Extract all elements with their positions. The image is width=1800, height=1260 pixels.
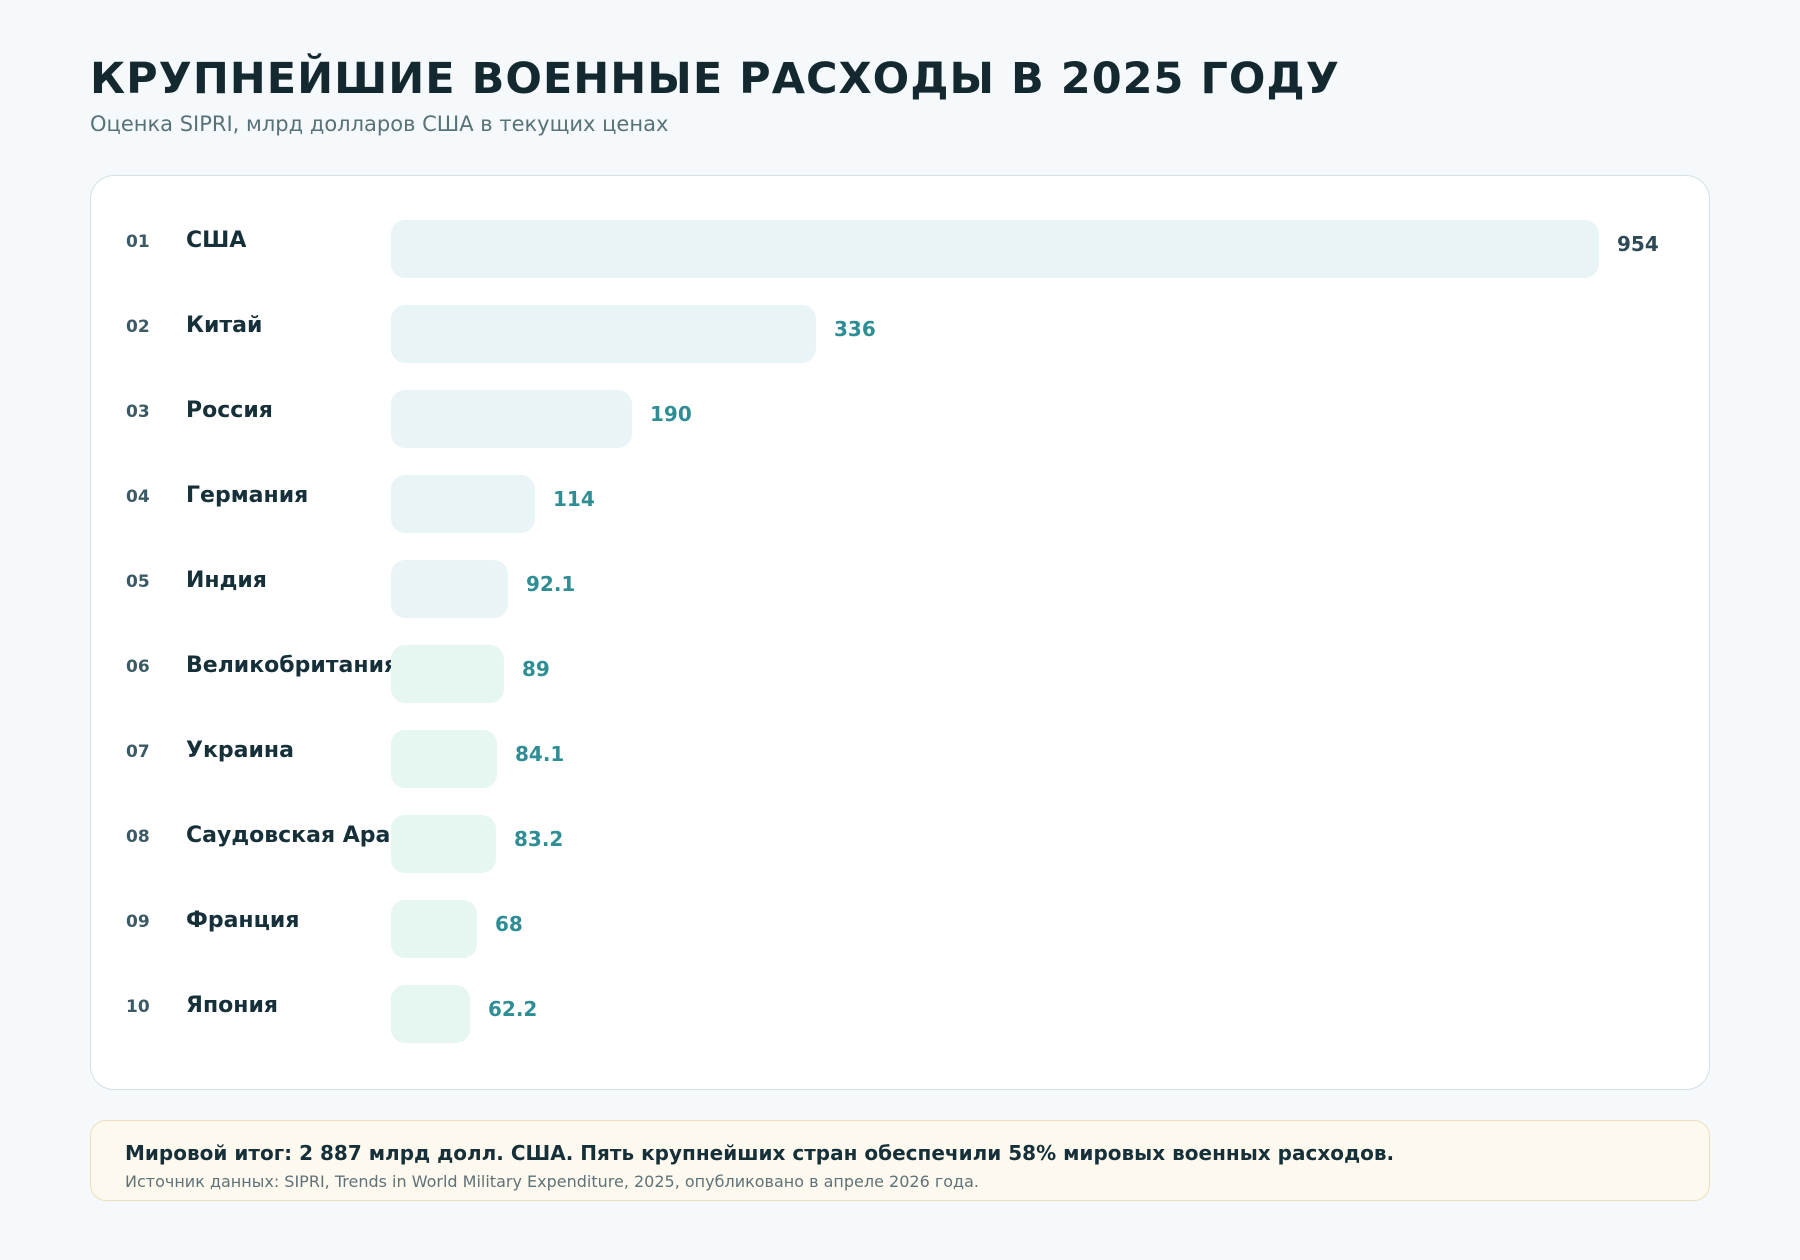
- rank-label: 08: [126, 827, 150, 847]
- value-label: 336: [834, 317, 876, 341]
- country-label: Великобритания: [186, 653, 391, 678]
- value-label: 62.2: [488, 997, 538, 1021]
- chart-title: КРУПНЕЙШИЕ ВОЕННЫЕ РАСХОДЫ В 2025 ГОДУ: [90, 54, 1340, 104]
- bar: [391, 305, 816, 363]
- chart-card: 01 США 954 02 Китай 336 03 Россия 190 04 Германия 1…: [90, 175, 1710, 1090]
- rank-label: 10: [126, 997, 150, 1017]
- summary-text: Мировой итог: 2 887 млрд долл. США. Пять…: [125, 1141, 1395, 1165]
- bar-row: 05 Индия 92.1: [91, 560, 1709, 618]
- rank-label: 02: [126, 317, 150, 337]
- rank-label: 03: [126, 402, 150, 422]
- country-label: США: [186, 228, 247, 253]
- value-label: 954: [1617, 232, 1659, 256]
- country-label: Украина: [186, 738, 294, 763]
- bar-row: 07 Украина 84.1: [91, 730, 1709, 788]
- value-label: 92.1: [526, 572, 576, 596]
- rank-label: 04: [126, 487, 150, 507]
- bar: [391, 390, 632, 448]
- bar: [391, 560, 508, 618]
- bar: [391, 900, 477, 958]
- chart-subtitle: Оценка SIPRI, млрд долларов США в текущи…: [90, 112, 669, 136]
- bar: [391, 475, 535, 533]
- country-label: Франция: [186, 908, 300, 933]
- value-label: 190: [650, 402, 692, 426]
- bar: [391, 815, 496, 873]
- rank-label: 05: [126, 572, 150, 592]
- source-text: Источник данных: SIPRI, Trends in World …: [125, 1172, 979, 1191]
- bar: [391, 220, 1599, 278]
- bar-row: 06 Великобритания 89: [91, 645, 1709, 703]
- country-label: Россия: [186, 398, 273, 423]
- rank-label: 09: [126, 912, 150, 932]
- country-label: Япония: [186, 993, 278, 1018]
- bar-row: 10 Япония 62.2: [91, 985, 1709, 1043]
- country-label: Китай: [186, 313, 263, 338]
- bar-row: 04 Германия 114: [91, 475, 1709, 533]
- bar: [391, 985, 470, 1043]
- value-label: 83.2: [514, 827, 564, 851]
- rank-label: 01: [126, 232, 150, 252]
- bar-row: 02 Китай 336: [91, 305, 1709, 363]
- country-label: Индия: [186, 568, 267, 593]
- bar: [391, 645, 504, 703]
- value-label: 114: [553, 487, 595, 511]
- rank-label: 07: [126, 742, 150, 762]
- bar-row: 08 Саудовская Аравия 83.2: [91, 815, 1709, 873]
- bar: [391, 730, 497, 788]
- value-label: 89: [522, 657, 550, 681]
- bar-row: 01 США 954: [91, 220, 1709, 278]
- value-label: 68: [495, 912, 523, 936]
- bar-row: 03 Россия 190: [91, 390, 1709, 448]
- rank-label: 06: [126, 657, 150, 677]
- country-label: Германия: [186, 483, 309, 508]
- bar-row: 09 Франция 68: [91, 900, 1709, 958]
- value-label: 84.1: [515, 742, 565, 766]
- country-label: Саудовская Аравия: [186, 823, 391, 848]
- summary-note: Мировой итог: 2 887 млрд долл. США. Пять…: [90, 1120, 1710, 1201]
